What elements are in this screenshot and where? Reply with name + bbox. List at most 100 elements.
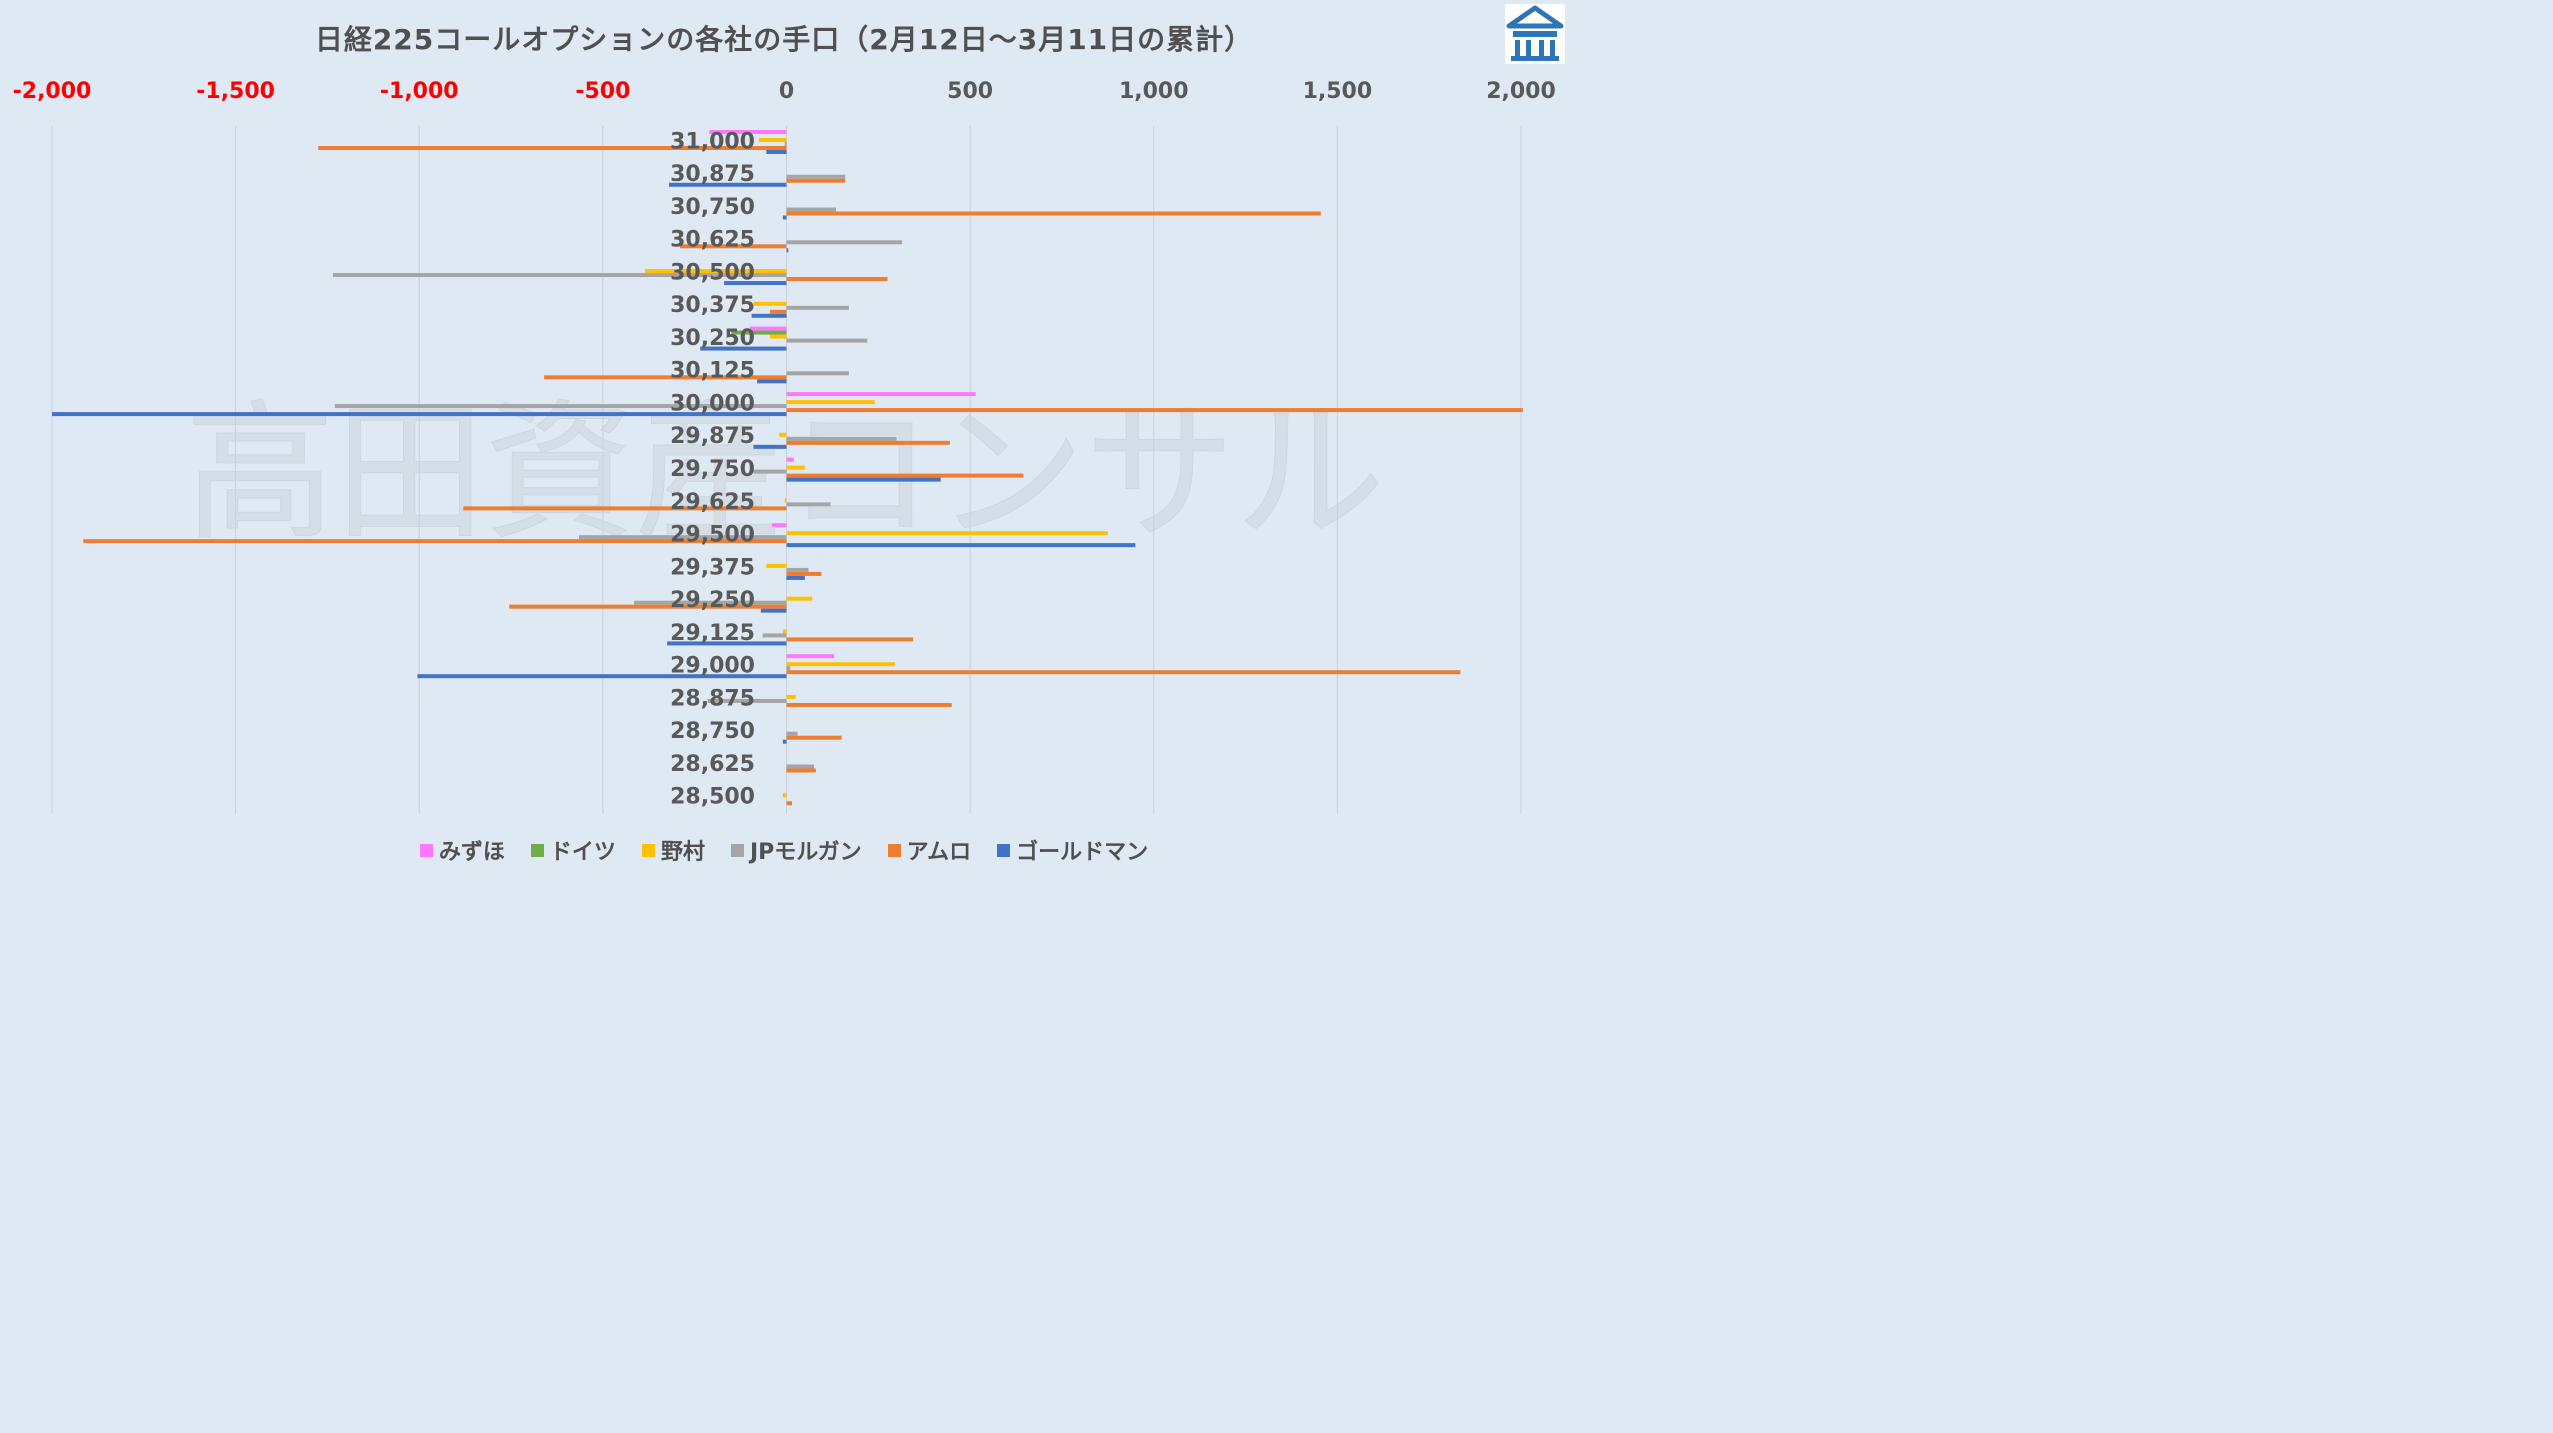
- category-label: 31,000: [670, 129, 755, 154]
- category-label: 28,875: [670, 686, 755, 711]
- bar: [786, 666, 791, 671]
- bar: [762, 633, 787, 638]
- bar: [544, 375, 787, 380]
- category-label: 30,375: [670, 293, 755, 318]
- bar-chart: 高田資産コンサル -2,000 -1,500 -1,000 -500 0 500 1,000…: [13, 79, 1556, 814]
- category-label: 30,250: [670, 326, 755, 351]
- bar: [753, 469, 787, 474]
- bar: [786, 702, 952, 707]
- bar: [786, 637, 914, 642]
- bar: [645, 269, 787, 274]
- category-label: 29,625: [670, 490, 755, 515]
- bar: [758, 138, 787, 142]
- legend: みずほ ドイツ 野村 JPモルガン アムロ ゴールドマン: [0, 834, 1568, 866]
- bar: [786, 371, 849, 376]
- bar: [753, 301, 787, 306]
- legend-item: ゴールドマン: [997, 834, 1148, 866]
- bar: [786, 465, 805, 470]
- category-label: 30,125: [670, 359, 755, 384]
- category-label: 29,250: [670, 588, 755, 613]
- bar: [786, 174, 846, 179]
- category-label: 28,625: [670, 752, 755, 777]
- bar: [786, 567, 809, 572]
- bar: [786, 531, 1108, 536]
- bar: [634, 600, 787, 605]
- bar: [724, 281, 787, 286]
- legend-label: みずほ: [438, 840, 505, 865]
- bar: [786, 768, 816, 773]
- bar: [786, 670, 1461, 675]
- bar: [760, 608, 787, 613]
- bar: [769, 334, 787, 339]
- bar: [766, 150, 787, 154]
- legend-swatch: [997, 843, 1011, 857]
- legend-item: アムロ: [887, 834, 971, 866]
- bar: [757, 379, 787, 384]
- bar: [667, 641, 787, 646]
- bar: [753, 444, 787, 449]
- chart-title: 日経225コールオプションの各社の手口（2月12日～3月11日の累計）: [314, 23, 1254, 56]
- bar: [782, 215, 787, 220]
- bar: [782, 629, 787, 634]
- x-tick-label: -500: [575, 79, 630, 104]
- bar: [786, 654, 835, 659]
- gridlines: [51, 126, 1522, 814]
- legend-label: ゴールドマン: [1016, 840, 1149, 865]
- x-axis-tick-labels: -2,000 -1,500 -1,000 -500 0 500 1,000 1,500 2,00…: [13, 79, 1556, 104]
- x-tick-label: 1,500: [1303, 79, 1373, 104]
- bar: [417, 674, 787, 679]
- x-tick-label: 500: [947, 79, 993, 104]
- legend-label: ドイツ: [549, 840, 616, 865]
- x-tick-label: -1,500: [196, 79, 275, 104]
- bar: [731, 330, 787, 335]
- category-label: 29,000: [670, 654, 755, 679]
- bar: [766, 563, 787, 568]
- bar: [463, 506, 787, 511]
- category-label: 30,625: [670, 228, 755, 253]
- bank-building-icon: [1505, 4, 1565, 64]
- bar: [786, 248, 789, 253]
- bar: [786, 735, 842, 740]
- bar: [786, 596, 813, 601]
- legend-item: 野村: [641, 834, 705, 866]
- bar: [668, 182, 787, 187]
- legend-swatch: [887, 843, 901, 857]
- legend-label: 野村: [660, 840, 705, 865]
- bar: [784, 142, 787, 146]
- bar: [786, 436, 897, 441]
- x-tick-label: 1,000: [1119, 79, 1189, 104]
- bar: [700, 346, 787, 351]
- bar: [318, 146, 787, 150]
- legend-swatch: [419, 843, 433, 857]
- bar: [334, 404, 787, 409]
- bar: [709, 130, 787, 134]
- bar: [52, 412, 787, 417]
- bar: [782, 739, 787, 744]
- bar: [786, 240, 903, 245]
- category-label: 29,125: [670, 621, 755, 646]
- legend-item: みずほ: [419, 834, 505, 866]
- legend-item: ドイツ: [530, 834, 616, 866]
- bar: [786, 543, 1136, 548]
- x-tick-label: 0: [779, 79, 794, 104]
- bar: [786, 392, 976, 397]
- category-label: 29,375: [670, 555, 755, 580]
- bar: [786, 178, 846, 183]
- category-label: 29,500: [670, 523, 755, 548]
- bar: [83, 539, 787, 544]
- legend-swatch: [730, 843, 744, 857]
- bar: [679, 244, 787, 249]
- bar-series: [52, 130, 1523, 806]
- legend-item: JPモルガン: [730, 834, 862, 866]
- category-label: 30,000: [670, 391, 755, 416]
- category-label: 28,500: [670, 785, 755, 810]
- x-tick-label: 2,000: [1486, 79, 1556, 104]
- bar: [751, 313, 787, 318]
- bar: [786, 457, 794, 462]
- bar: [786, 211, 1321, 216]
- bar: [786, 662, 895, 667]
- category-label: 30,875: [670, 162, 755, 187]
- category-label: 29,875: [670, 424, 755, 449]
- bar: [786, 408, 1523, 413]
- bar: [786, 731, 798, 736]
